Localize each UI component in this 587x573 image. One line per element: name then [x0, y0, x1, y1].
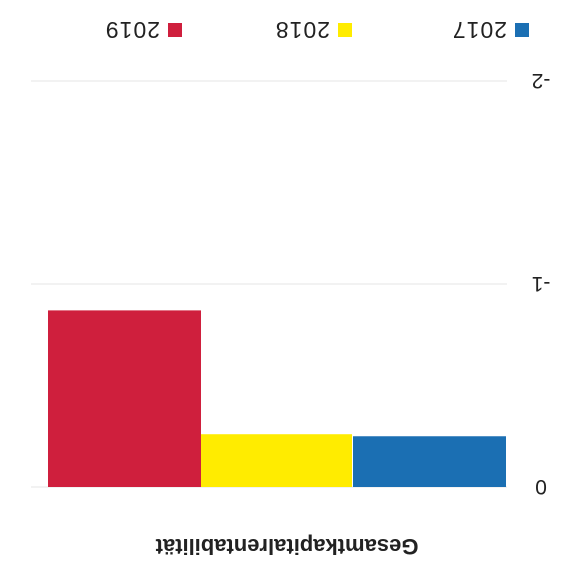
- bar-2017: [353, 436, 506, 487]
- y-tick-label: 0: [535, 475, 547, 498]
- legend-label-2017: 2017: [452, 17, 507, 43]
- bars: [48, 310, 506, 487]
- bar-2018: [199, 434, 352, 487]
- legend-swatch-2018: [338, 23, 352, 37]
- x-axis-label: Gesamtkapitalrentabilität: [155, 534, 419, 559]
- legend[interactable]: 2017 2018 2019: [105, 17, 529, 43]
- y-tick-label: -1: [532, 272, 551, 295]
- bar-2019: [48, 310, 201, 487]
- legend-swatch-2019: [168, 23, 182, 37]
- legend-swatch-2017: [515, 23, 529, 37]
- y-axis-ticks: 0 -1 -2: [532, 69, 551, 498]
- y-tick-label: -2: [532, 69, 551, 92]
- legend-label-2018: 2018: [275, 17, 330, 43]
- legend-label-2019: 2019: [105, 17, 160, 43]
